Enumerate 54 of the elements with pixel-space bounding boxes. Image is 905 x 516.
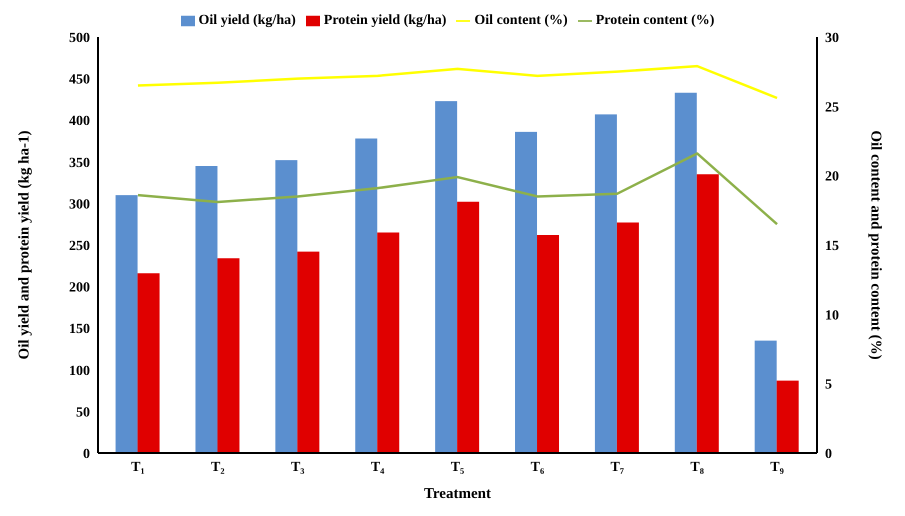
legend-label: Oil yield (kg/ha) xyxy=(198,13,296,28)
y2-tick-label: 5 xyxy=(825,378,832,393)
bar xyxy=(537,235,560,453)
legend-label: Protein yield (kg/ha) xyxy=(324,13,446,28)
bar xyxy=(355,138,378,453)
line-series xyxy=(136,152,778,226)
y2-tick-label: 30 xyxy=(825,30,839,46)
y2-tick-label: 0 xyxy=(825,446,832,462)
y-tick-label: 150 xyxy=(69,322,90,338)
bar xyxy=(195,166,218,453)
x-tick-label: T₆ xyxy=(530,460,544,475)
y-axis-title: Oil yield and protein yield (kg ha-1) xyxy=(16,130,32,360)
bar xyxy=(275,160,298,453)
y-tick-label: 500 xyxy=(69,30,90,46)
x-tick-label: T₈ xyxy=(690,460,704,475)
bar xyxy=(457,202,480,453)
line-series xyxy=(136,64,778,100)
y-tick-label: 250 xyxy=(69,238,90,254)
y2-tick-label: 25 xyxy=(825,100,839,116)
x-axis-title: Treatment xyxy=(424,486,491,502)
y2-tick-label: 10 xyxy=(825,308,839,324)
bar xyxy=(776,380,799,453)
y-tick-label: 400 xyxy=(69,114,90,130)
x-tick-label: T₉ xyxy=(770,460,784,475)
x-tick-label: T₄ xyxy=(370,460,386,475)
bar xyxy=(754,340,777,453)
x-tick-label: T₃ xyxy=(290,460,304,475)
legend-label: Protein content (%) xyxy=(596,13,714,28)
y2-tick-label: 15 xyxy=(825,238,839,254)
y2-tick-label: 20 xyxy=(825,170,839,185)
bar xyxy=(515,132,538,453)
y-tick-label: 300 xyxy=(69,197,90,212)
bar xyxy=(696,174,719,453)
bar xyxy=(297,252,320,453)
bar xyxy=(217,258,240,453)
bar xyxy=(138,273,160,453)
y-tick-label: 450 xyxy=(69,72,90,88)
x-tick-label: T₇ xyxy=(610,460,624,475)
bar xyxy=(377,232,400,453)
y-tick-label: 50 xyxy=(76,405,90,420)
bar xyxy=(616,222,639,453)
x-tick-label: T₂ xyxy=(211,460,225,475)
x-tick-label: T₅ xyxy=(450,460,464,475)
bar xyxy=(116,195,138,453)
x-tick-label: T₁ xyxy=(131,460,145,475)
y-tick-label: 100 xyxy=(69,364,90,379)
bar xyxy=(435,101,458,453)
bar xyxy=(674,92,697,453)
bar xyxy=(594,114,617,453)
y2-axis-title: Oil content and protein content (%) xyxy=(868,130,884,360)
y-tick-label: 200 xyxy=(69,280,90,296)
y-tick-label: 0 xyxy=(83,446,90,462)
legend-label: Oil content (%) xyxy=(474,13,568,28)
y-tick-label: 350 xyxy=(69,156,90,171)
